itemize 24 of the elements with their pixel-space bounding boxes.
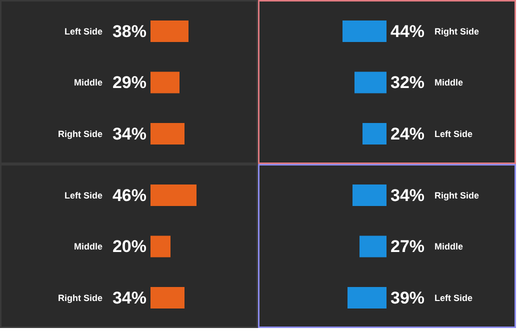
- data-label: 34%: [112, 288, 147, 308]
- data-label: 32%: [390, 73, 425, 92]
- category-label: Left Side: [64, 26, 103, 36]
- data-label: 38%: [112, 22, 147, 41]
- category-label: Middle: [434, 78, 463, 88]
- data-label: 39%: [390, 288, 425, 308]
- data-label: 20%: [112, 237, 147, 256]
- category-label: Left Side: [434, 292, 473, 303]
- category-label: Left Side: [434, 128, 473, 139]
- data-label: 44%: [390, 22, 425, 41]
- data-label: 34%: [390, 186, 425, 205]
- category-label: Middle: [74, 78, 102, 88]
- category-label: Left Side: [64, 190, 103, 200]
- data-label: 27%: [390, 237, 425, 256]
- category-label: Right Side: [58, 128, 102, 139]
- category-label: Right Side: [434, 26, 479, 36]
- data-label: 34%: [112, 124, 147, 144]
- category-label: Right Side: [58, 292, 102, 303]
- category-label: Middle: [74, 242, 102, 252]
- data-label: 29%: [112, 73, 147, 92]
- data-label: 24%: [390, 124, 425, 144]
- data-label: 46%: [112, 186, 147, 205]
- category-label: Right Side: [434, 190, 479, 200]
- category-label: Middle: [434, 242, 463, 252]
